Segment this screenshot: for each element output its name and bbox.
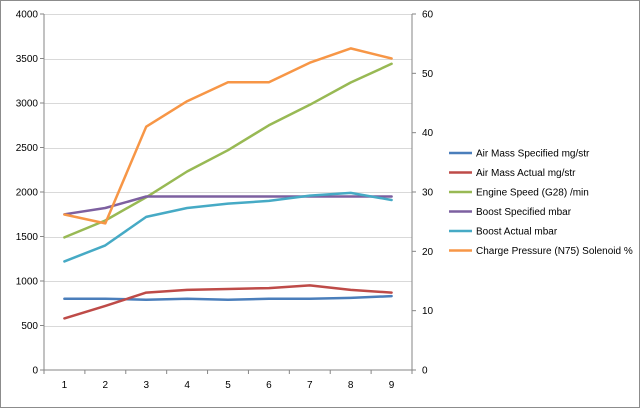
left-tick-label: 1500 <box>16 232 39 243</box>
left-tick-label: 1000 <box>16 277 39 288</box>
left-tick-label: 2500 <box>16 143 39 154</box>
x-tick-label: 1 <box>62 380 68 391</box>
x-tick-label: 8 <box>348 380 354 391</box>
x-tick-label: 3 <box>143 380 149 391</box>
legend-label: Engine Speed (G28) /min <box>476 188 589 199</box>
legend: Air Mass Specified mg/str Air Mass Actual… <box>449 149 633 257</box>
left-tick-label: 4000 <box>16 10 39 21</box>
left-tick-label: 500 <box>21 321 38 332</box>
left-tick-label: 0 <box>32 366 38 377</box>
series-line-4 <box>63 195 393 216</box>
x-tick-label: 2 <box>103 380 109 391</box>
series-line-2 <box>63 284 393 320</box>
right-tick-label: 20 <box>422 247 434 258</box>
gridlines <box>44 14 412 327</box>
legend-label: Air Mass Specified mg/str <box>476 149 590 160</box>
x-tick-label: 4 <box>184 380 190 391</box>
left-tick-label: 3500 <box>16 54 39 65</box>
x-axis-tick-labels: 1 2 3 4 5 6 7 8 9 <box>43 370 413 391</box>
x-tick-label: 6 <box>266 380 272 391</box>
series-line-5 <box>63 191 393 263</box>
series-line-6 <box>63 47 393 225</box>
right-tick-label: 40 <box>422 128 434 139</box>
right-tick-label: 50 <box>422 69 434 80</box>
legend-label: Boost Specified mbar <box>476 207 572 218</box>
right-tick-label: 0 <box>422 366 428 377</box>
x-tick-label: 9 <box>389 380 395 391</box>
legend-label: Boost Actual mbar <box>476 227 558 238</box>
x-tick-label: 7 <box>307 380 313 391</box>
legend-label: Charge Pressure (N75) Solenoid % <box>476 246 633 257</box>
series-line-1 <box>63 294 393 301</box>
series-lines <box>63 47 393 320</box>
series-line-3 <box>63 62 393 239</box>
right-tick-label: 30 <box>422 188 434 199</box>
right-axis-tick-labels: 0 10 20 30 40 50 60 <box>412 10 434 377</box>
right-tick-label: 10 <box>422 306 434 317</box>
left-axis-tick-labels: 0 500 1000 1500 2000 2500 3000 3500 4000 <box>16 10 44 377</box>
x-tick-label: 5 <box>225 380 231 391</box>
legend-label: Air Mass Actual mg/str <box>476 168 576 179</box>
left-tick-label: 3000 <box>16 99 39 110</box>
left-tick-label: 2000 <box>16 188 39 199</box>
right-tick-label: 60 <box>422 10 434 21</box>
